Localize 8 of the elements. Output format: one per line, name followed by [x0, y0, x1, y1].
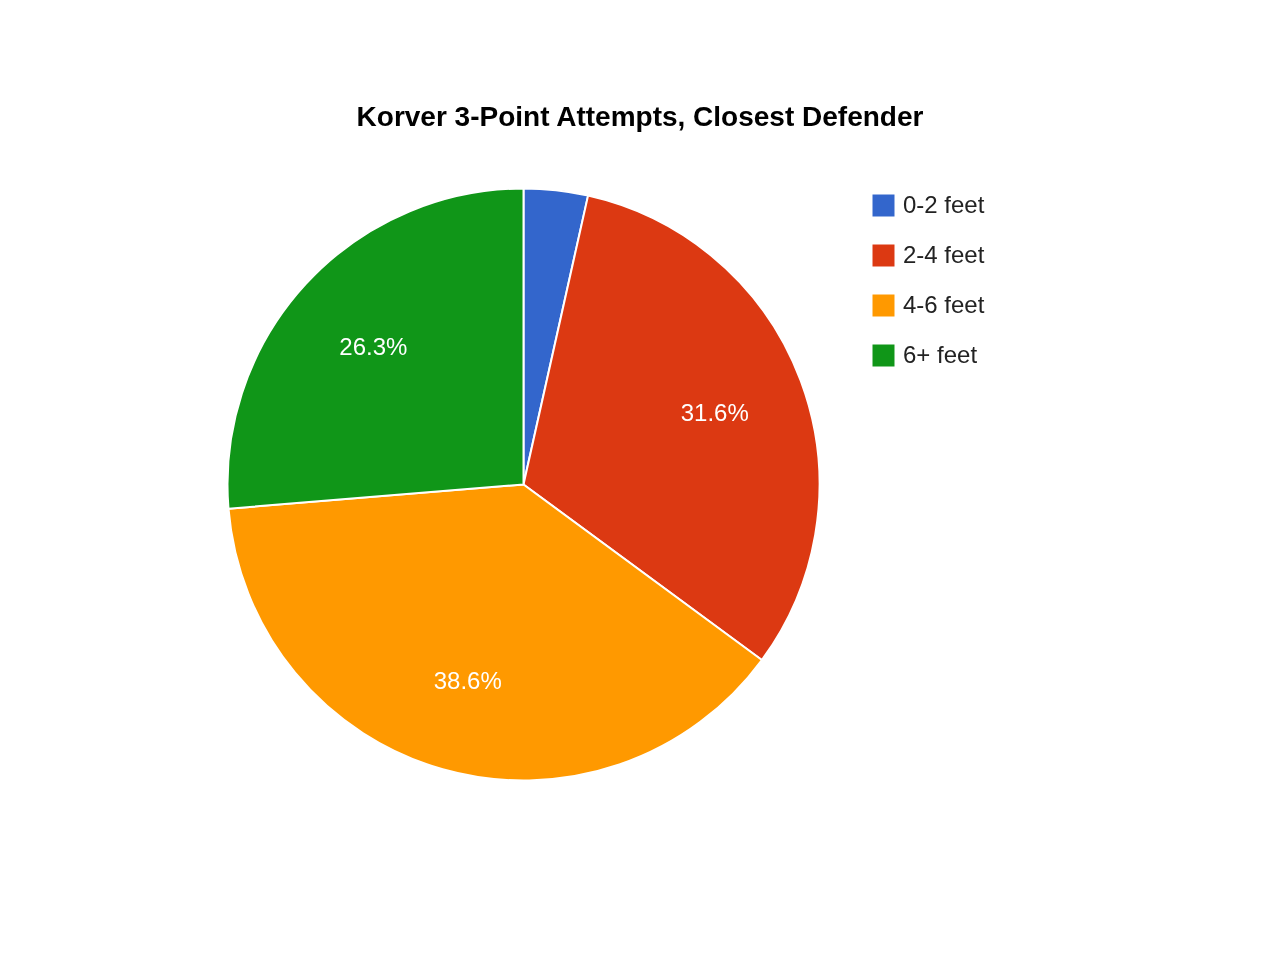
data-label: 38.6% — [433, 667, 502, 695]
legend-label: 6+ feet — [903, 341, 978, 369]
data-label: 31.6% — [680, 399, 749, 427]
data-label: 26.3% — [339, 332, 408, 360]
chart-title: Korver 3-Point Attempts, Closest Defender — [356, 101, 924, 132]
legend-label: 2-4 feet — [903, 241, 985, 269]
legend-label: 0-2 feet — [903, 191, 985, 219]
legend-label: 4-6 feet — [903, 291, 985, 319]
